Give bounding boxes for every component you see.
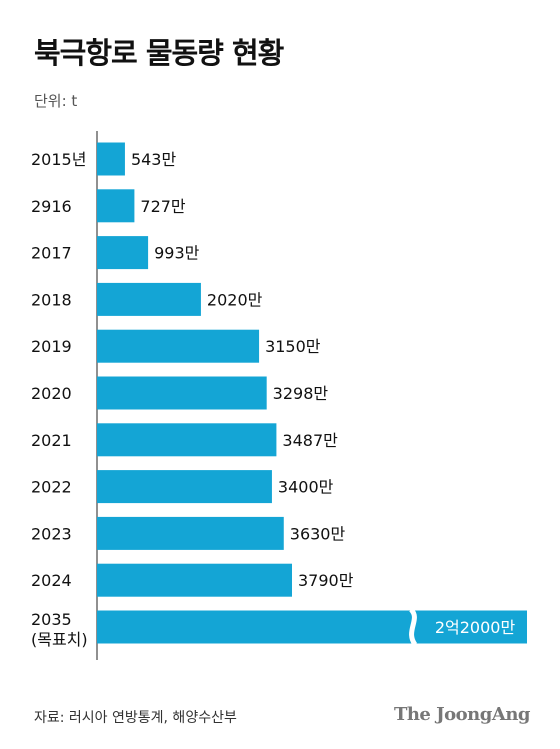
category-label: 2035 bbox=[31, 610, 72, 629]
value-label: 3150만 bbox=[265, 337, 321, 356]
value-label: 727만 bbox=[140, 197, 186, 216]
bar-chart: 2015년 543만 2916 727만 2017 993만 2018 2020만 2019 31… bbox=[31, 131, 527, 660]
value-label: 3487만 bbox=[282, 431, 338, 450]
value-label: 2억2000만 bbox=[435, 618, 516, 637]
value-label: 993만 bbox=[154, 244, 200, 263]
value-label: 3298만 bbox=[273, 384, 329, 403]
category-label: 2024 bbox=[31, 571, 72, 590]
source-note: 자료: 러시아 연방통계, 해양수산부 bbox=[34, 710, 237, 726]
value-label: 3790만 bbox=[298, 571, 354, 590]
bar bbox=[97, 142, 125, 176]
bar bbox=[97, 189, 135, 223]
category-label: 2018 bbox=[31, 290, 72, 309]
value-label: 3400만 bbox=[278, 478, 334, 497]
value-label: 3630만 bbox=[290, 524, 346, 543]
value-label: 543만 bbox=[131, 150, 177, 169]
category-sublabel: (목표치) bbox=[31, 630, 88, 649]
value-label: 2020만 bbox=[207, 290, 263, 309]
bar bbox=[97, 470, 272, 504]
brand-logo: The JoongAng bbox=[393, 704, 531, 725]
unit-label: 단위: t bbox=[34, 92, 78, 110]
category-label: 2023 bbox=[31, 524, 72, 543]
bar bbox=[97, 516, 284, 550]
category-label: 2017 bbox=[31, 244, 72, 263]
category-label: 2020 bbox=[31, 384, 72, 403]
category-label: 2022 bbox=[31, 478, 72, 497]
category-label: 2019 bbox=[31, 337, 72, 356]
chart-title: 북극항로 물동량 현황 bbox=[34, 36, 284, 70]
bar bbox=[97, 236, 149, 270]
category-label: 2015년 bbox=[31, 150, 86, 169]
bar bbox=[97, 423, 277, 457]
bar bbox=[97, 329, 260, 363]
bar bbox=[97, 282, 201, 316]
bar bbox=[97, 563, 292, 597]
axis-break-mark bbox=[408, 607, 418, 646]
category-label: 2916 bbox=[31, 197, 72, 216]
bar-group: 2015년 543만 2916 727만 2017 993만 2018 2020만 2019 31… bbox=[31, 142, 527, 649]
bar bbox=[97, 610, 527, 644]
bar bbox=[97, 376, 267, 410]
category-label: 2021 bbox=[31, 431, 72, 450]
